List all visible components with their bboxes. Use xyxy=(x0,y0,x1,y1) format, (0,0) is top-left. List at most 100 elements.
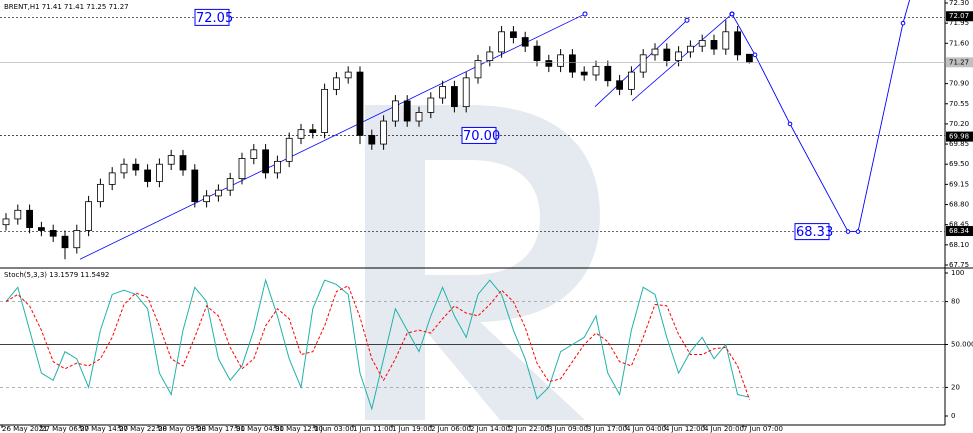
candle-body xyxy=(262,149,270,174)
price-label-box xyxy=(946,11,973,22)
price-label-box xyxy=(946,226,973,237)
x-tick-label: 1 Jun 11:00 xyxy=(353,425,393,433)
candle-body xyxy=(450,86,458,108)
price-label: 72.07 xyxy=(949,12,969,20)
candle-body xyxy=(663,48,671,61)
candle-body xyxy=(746,53,753,63)
candle-body xyxy=(403,100,411,122)
candle-body xyxy=(734,31,741,56)
level-label-box xyxy=(194,8,230,26)
forecast-point xyxy=(787,121,793,127)
candle-body xyxy=(250,149,258,159)
candle-body xyxy=(698,40,706,47)
level-label-box xyxy=(794,223,830,241)
y-tick-label: 68.45 xyxy=(949,221,969,229)
candle-body xyxy=(214,189,222,197)
candle-body xyxy=(592,65,600,76)
watermark xyxy=(365,105,600,420)
x-tick-label: 28 May 17:00 xyxy=(197,425,245,433)
forecast-point xyxy=(845,229,851,234)
candle-body xyxy=(639,54,647,73)
wave-point xyxy=(684,17,690,23)
candle-body xyxy=(285,137,293,162)
candle-body xyxy=(85,201,92,231)
indicator-title: Stoch(5,3,3) 13.1579 11.5492 xyxy=(4,271,109,279)
forecast-point xyxy=(900,20,906,26)
y-tick-label: 68.10 xyxy=(949,241,969,249)
candle-body xyxy=(2,218,10,226)
wave-line xyxy=(631,13,733,102)
candle-body xyxy=(380,120,388,145)
candle-body xyxy=(38,227,45,231)
candle-body xyxy=(203,195,211,203)
candle-body xyxy=(297,129,305,139)
x-tick-label: 4 Jun 12:00 xyxy=(665,425,705,433)
x-tick-label: 3 Jun 17:00 xyxy=(587,425,627,433)
candle-body xyxy=(321,88,329,133)
x-tick-label: 1 Jun 19:00 xyxy=(392,425,432,433)
candle-body xyxy=(238,158,246,180)
candle-body xyxy=(49,230,57,237)
price-label-box xyxy=(946,131,973,142)
candle-body xyxy=(61,235,69,249)
stoch-tick-label: 80 xyxy=(951,298,960,306)
x-tick-label: 31 May 12:00 xyxy=(275,425,323,433)
x-tick-label: 2 Jun 14:00 xyxy=(470,425,510,433)
x-tick-label: 2 Jun 22:00 xyxy=(509,425,549,433)
candle-body xyxy=(391,100,399,122)
candle-body xyxy=(604,65,612,82)
last-price-box xyxy=(946,57,973,68)
stoch-tick-label: 20 xyxy=(951,383,960,391)
x-tick-label: 31 May 04:00 xyxy=(236,425,284,433)
y-tick-label: 70.90 xyxy=(949,80,969,88)
y-tick-label: 69.85 xyxy=(949,140,969,148)
y-tick-label: 72.30 xyxy=(949,0,969,7)
candle-body xyxy=(427,97,435,113)
candle-body xyxy=(368,135,376,145)
y-tick-label: 70.20 xyxy=(949,120,969,128)
candle-body xyxy=(498,31,506,53)
x-tick-label: 3 Jun 09:00 xyxy=(548,425,588,433)
chart-title: BRENT,H1 71.41 71.41 71.25 71.27 xyxy=(4,3,129,11)
level-label: 68.33 xyxy=(796,225,833,240)
candle-body xyxy=(722,31,730,50)
candle-body xyxy=(26,209,34,228)
stoch-tick-label: 50.0000 xyxy=(951,341,973,349)
trend-end xyxy=(582,11,588,17)
candle-body xyxy=(557,54,564,67)
stoch-tick-label: 100 xyxy=(951,269,964,277)
forecast-point xyxy=(752,52,758,58)
candle-body xyxy=(120,163,128,174)
candle-body xyxy=(486,51,494,61)
candle-body xyxy=(474,60,482,79)
candle-body xyxy=(439,86,447,99)
price-pane: 72.05 70.00 68.33 xyxy=(0,0,945,260)
candle-body xyxy=(155,163,163,182)
candle-body xyxy=(14,209,22,220)
x-tick-label: 26 May 2021 xyxy=(2,425,48,433)
stoch-tick-label: 0 xyxy=(951,412,955,420)
x-tick-label: 27 May 06:00 xyxy=(41,425,89,433)
y-tick-label: 71.60 xyxy=(949,39,969,47)
candle-body xyxy=(521,37,529,47)
candle-body xyxy=(415,112,423,122)
y-tick-label: 69.15 xyxy=(949,180,969,188)
y-tick-label: 68.80 xyxy=(949,201,969,209)
x-tick-label: 1 Jun 03:00 xyxy=(314,425,354,433)
candle-body xyxy=(356,71,364,136)
price-label: 69.98 xyxy=(949,133,969,141)
x-tick-label: 4 Jun 04:00 xyxy=(626,425,666,433)
x-tick-label: 7 Jun 07:00 xyxy=(743,425,783,433)
level-label-box xyxy=(461,126,497,144)
candle-body xyxy=(545,60,553,67)
candle-body xyxy=(108,172,116,185)
candle-body xyxy=(167,155,175,165)
x-tick-label: 27 May 14:00 xyxy=(80,425,128,433)
candle-body xyxy=(651,48,659,56)
y-tick-label: 67.75 xyxy=(949,261,969,269)
candle-body xyxy=(97,183,104,203)
stoch-signal-line xyxy=(5,285,750,400)
candle-body xyxy=(580,71,588,76)
x-tick-label: 28 May 09:00 xyxy=(158,425,206,433)
